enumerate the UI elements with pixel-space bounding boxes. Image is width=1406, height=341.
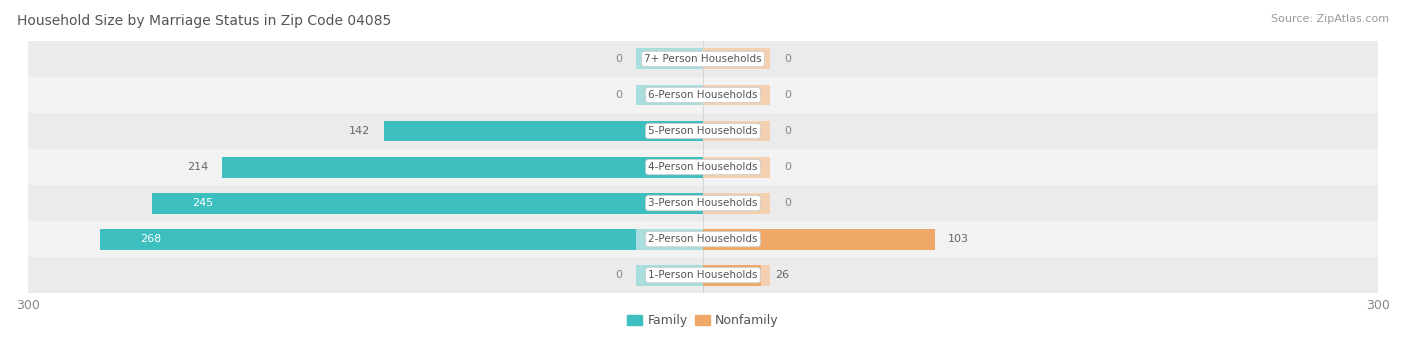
Text: Source: ZipAtlas.com: Source: ZipAtlas.com [1271,14,1389,24]
Bar [28,185,1378,221]
Bar [28,41,1378,77]
Bar [384,121,703,142]
Text: 214: 214 [187,162,208,172]
Bar [636,48,703,70]
Text: 3-Person Households: 3-Person Households [648,198,758,208]
Text: 4-Person Households: 4-Person Households [648,162,758,172]
Text: 245: 245 [193,198,214,208]
Text: 0: 0 [785,162,792,172]
Bar [703,265,762,286]
Bar [703,229,770,250]
Text: 0: 0 [614,270,621,280]
Text: 142: 142 [349,126,370,136]
Text: 7+ Person Households: 7+ Person Households [644,54,762,64]
Text: 6-Person Households: 6-Person Households [648,90,758,100]
Bar [703,193,770,213]
Bar [703,48,770,70]
Bar [28,113,1378,149]
Bar [703,157,770,178]
Bar [636,265,703,286]
Legend: Family, Nonfamily: Family, Nonfamily [623,309,783,332]
Text: 0: 0 [614,90,621,100]
Text: 2-Person Households: 2-Person Households [648,234,758,244]
Bar [100,229,703,250]
Text: 0: 0 [785,198,792,208]
Bar [28,149,1378,185]
Bar [636,85,703,105]
Text: 0: 0 [785,54,792,64]
Text: 0: 0 [614,54,621,64]
Bar [703,229,935,250]
Text: 103: 103 [948,234,969,244]
Text: 26: 26 [775,270,789,280]
Text: 5-Person Households: 5-Person Households [648,126,758,136]
Bar [703,121,770,142]
Bar [28,221,1378,257]
Text: 0: 0 [785,126,792,136]
Bar [222,157,703,178]
Text: Household Size by Marriage Status in Zip Code 04085: Household Size by Marriage Status in Zip… [17,14,391,28]
Bar [28,77,1378,113]
Text: 1-Person Households: 1-Person Households [648,270,758,280]
Bar [28,257,1378,293]
Bar [703,265,770,286]
Bar [703,85,770,105]
Bar [636,229,703,250]
Bar [636,265,703,286]
Text: 0: 0 [785,90,792,100]
Bar [152,193,703,213]
Text: 268: 268 [141,234,162,244]
